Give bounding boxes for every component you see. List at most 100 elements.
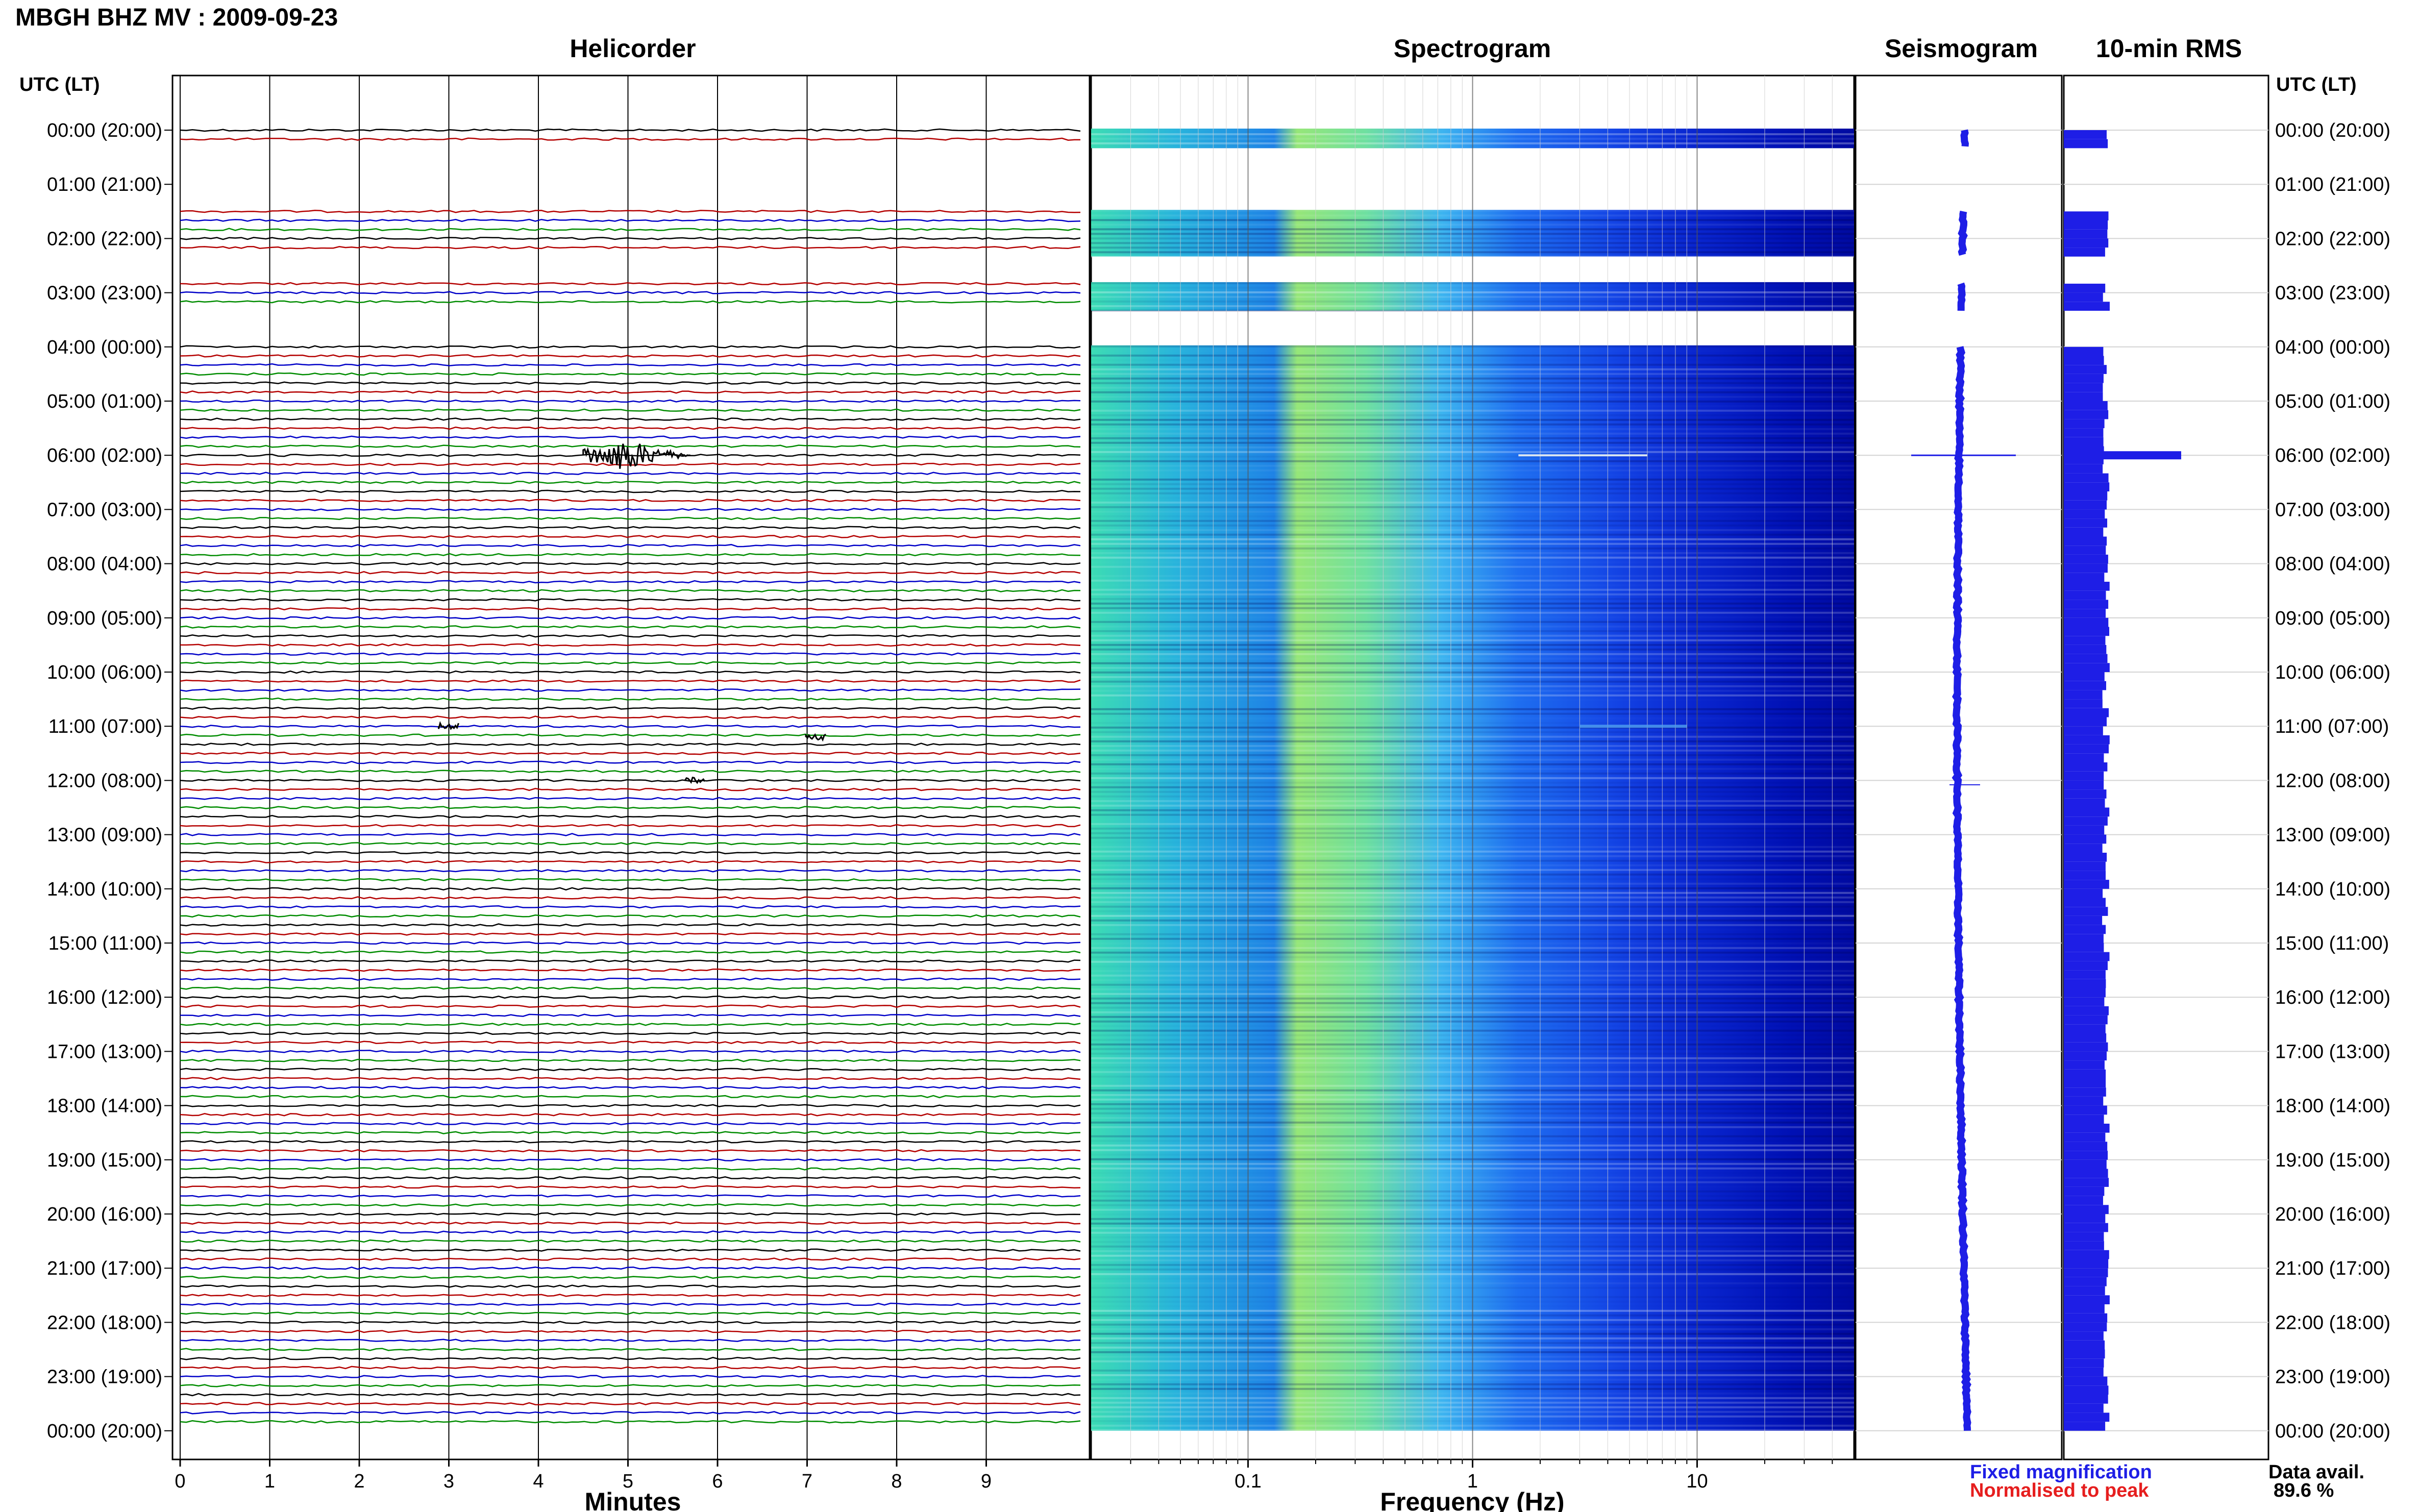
rms-bar	[2064, 1403, 2104, 1413]
left-time-label: 01:00 (21:00)	[47, 174, 162, 195]
left-time-label: 18:00 (14:00)	[47, 1096, 162, 1117]
right-time-label: 18:00 (14:00)	[2275, 1096, 2390, 1117]
rms-bar	[2064, 1042, 2108, 1052]
figure-title: MBGH BHZ MV : 2009-09-23	[15, 4, 338, 31]
helicorder-trace	[180, 372, 1081, 376]
rms-bar	[2064, 1078, 2106, 1088]
helicorder-event-trace	[438, 721, 459, 730]
helicorder-trace	[180, 697, 1081, 701]
helicorder-trace	[180, 571, 1081, 575]
helicorder-trace	[180, 1050, 1081, 1053]
spectrogram-xtick-label: 10	[1686, 1471, 1708, 1492]
rms-bar	[2064, 1024, 2106, 1033]
rms-bar	[2064, 229, 2108, 239]
helicorder-trace	[180, 860, 1081, 863]
right-time-label: 16:00 (12:00)	[2275, 987, 2390, 1008]
helicorder-trace	[180, 508, 1081, 511]
rms-bar	[2064, 1232, 2104, 1242]
rms-bar	[2064, 1151, 2108, 1160]
rms-bar	[2064, 898, 2106, 907]
right-time-label: 13:00 (09:00)	[2275, 825, 2390, 846]
helicorder-trace	[180, 806, 1081, 809]
rms-bar	[2064, 1169, 2108, 1178]
helicorder-trace	[180, 670, 1081, 674]
helicorder-trace	[180, 237, 1081, 240]
helicorder-trace	[180, 1212, 1081, 1216]
rms-bar	[2064, 509, 2105, 519]
rms-bar	[2064, 925, 2106, 934]
helicorder-trace	[180, 481, 1081, 484]
rms-bar	[2064, 346, 2104, 356]
rms-bar	[2064, 392, 2103, 401]
helicorder-trace	[180, 995, 1081, 999]
helicorder-trace	[180, 1077, 1081, 1080]
rms-bar	[2064, 1114, 2104, 1124]
helicorder-trace	[180, 435, 1081, 439]
helicorder-trace	[180, 814, 1081, 819]
helicorder-trace	[180, 1257, 1081, 1261]
helicorder-event-trace	[684, 777, 706, 784]
helicorder-trace	[180, 1221, 1081, 1225]
helicorder-trace	[180, 363, 1081, 367]
helicorder-trace	[180, 869, 1081, 873]
helicorder-trace	[180, 914, 1081, 918]
helicorder-trace	[180, 1104, 1081, 1107]
helicorder-xtick-label: 0	[175, 1471, 185, 1492]
rms-bar	[2064, 1412, 2110, 1422]
left-time-label: 07:00 (03:00)	[47, 499, 162, 520]
rms-bar	[2064, 1358, 2104, 1368]
rms-bar	[2064, 130, 2107, 139]
helicorder-trace	[180, 1131, 1081, 1134]
rms-bar	[2064, 988, 2106, 998]
rms-bar	[2064, 1051, 2107, 1061]
rms-bar	[2064, 1313, 2108, 1323]
legend-normalised-to-peak: Normalised to peak	[1970, 1480, 2149, 1501]
helicorder-trace	[180, 1140, 1081, 1144]
helicorder-trace	[180, 1113, 1081, 1117]
rms-bar	[2064, 1241, 2104, 1250]
rms-bar	[2064, 1069, 2106, 1079]
helicorder-trace	[180, 950, 1081, 954]
spectrogram-title: Spectrogram	[1394, 34, 1551, 63]
x-axes: 0 1 2 3 4 5 6 7 8 9 0.1 1 10	[175, 1459, 1833, 1492]
rms-bar	[2064, 292, 2103, 302]
spectrogram-xtick-label: 1	[1467, 1471, 1478, 1492]
right-time-label: 23:00 (19:00)	[2275, 1367, 2390, 1388]
rms-bar	[2064, 744, 2109, 754]
left-time-label: 00:00 (20:00)	[47, 120, 162, 141]
rms-bar	[2064, 1015, 2108, 1025]
rms-bar	[2064, 247, 2105, 257]
right-time-label: 07:00 (03:00)	[2275, 499, 2390, 520]
right-time-label: 19:00 (15:00)	[2275, 1150, 2390, 1171]
rms-bar	[2064, 1178, 2109, 1187]
helicorder-trace	[180, 661, 1081, 665]
seismogram-trace	[1958, 210, 1968, 256]
seismogram-title: Seismogram	[1885, 34, 2038, 63]
rms-bar	[2064, 699, 2103, 708]
rms-bar	[2064, 1159, 2107, 1169]
helicorder-trace	[180, 1013, 1081, 1017]
helicorder-event-trace	[805, 733, 826, 742]
helicorder-trace	[180, 228, 1081, 231]
rms-bar	[2064, 554, 2108, 564]
rms-bar	[2064, 1304, 2105, 1313]
rms-bar	[2064, 1223, 2108, 1232]
helicorder-trace	[180, 1321, 1081, 1324]
helicorder-trace	[180, 742, 1081, 746]
rms-bar	[2064, 1205, 2109, 1214]
helicorder-xtick-label: 7	[802, 1471, 812, 1492]
right-time-label: 14:00 (10:00)	[2275, 879, 2390, 900]
left-time-label: 10:00 (06:00)	[47, 662, 162, 683]
left-time-label: 22:00 (18:00)	[47, 1312, 162, 1333]
rms-bar	[2064, 139, 2108, 148]
rms-bar	[2064, 834, 2107, 844]
rms-bar	[2064, 1124, 2110, 1133]
rms-bar	[2064, 536, 2107, 546]
rms-bar	[2064, 437, 2104, 447]
right-time-label: 00:00 (20:00)	[2275, 120, 2390, 141]
rms-bar	[2064, 1087, 2106, 1097]
left-time-label: 16:00 (12:00)	[47, 987, 162, 1008]
right-time-label: 03:00 (23:00)	[2275, 283, 2390, 304]
helicorder-trace	[180, 706, 1081, 710]
rms-bar	[2064, 238, 2109, 248]
